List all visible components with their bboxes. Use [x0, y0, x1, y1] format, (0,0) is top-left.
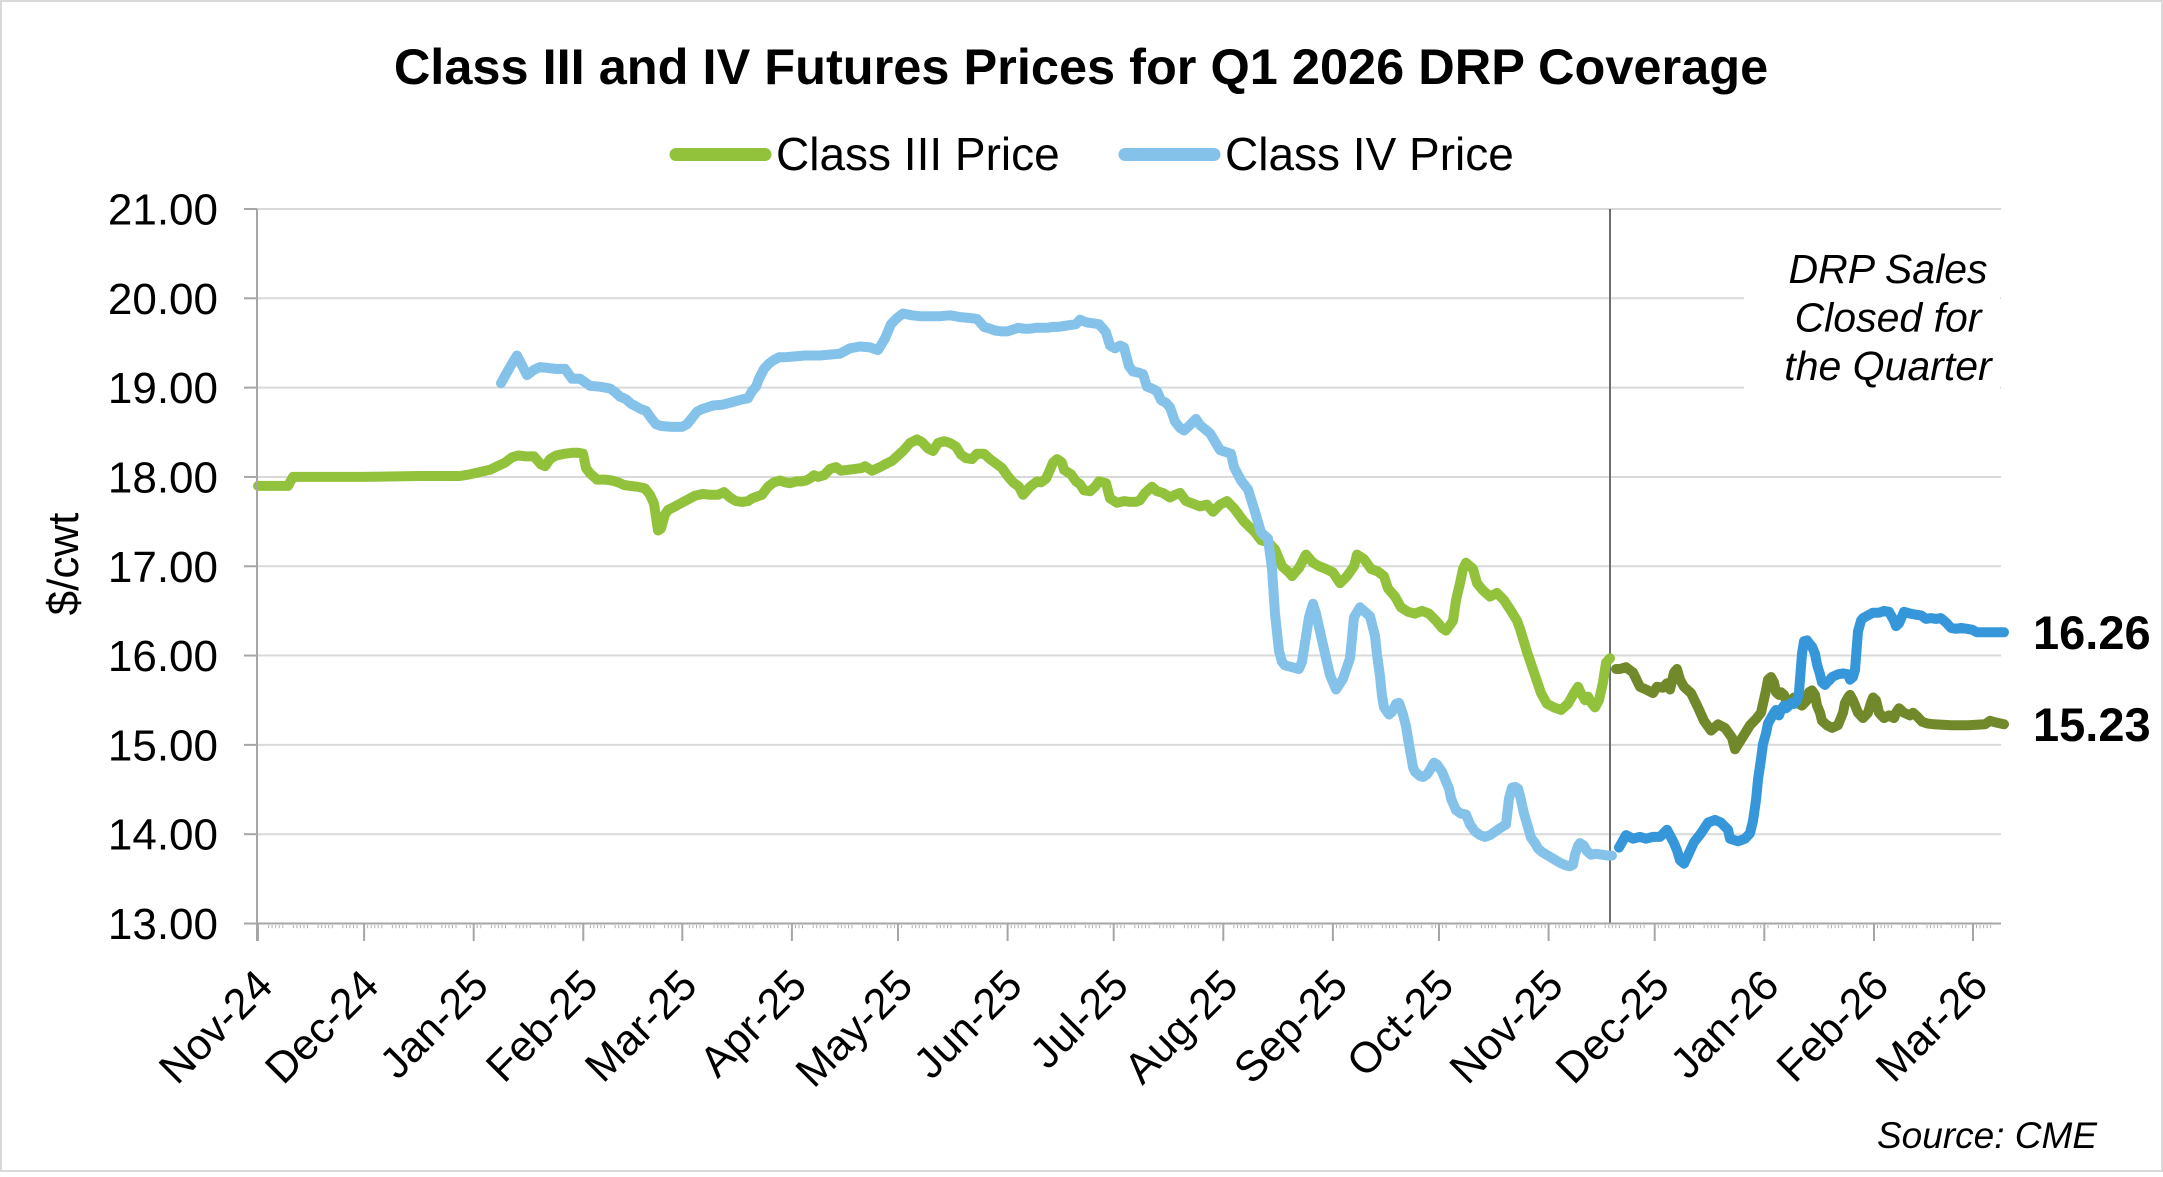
svg-text:16.26: 16.26 — [2033, 606, 2151, 659]
svg-text:20.00: 20.00 — [108, 275, 218, 324]
svg-text:DRP Sales: DRP Sales — [1789, 246, 1988, 292]
svg-text:21.00: 21.00 — [108, 186, 218, 235]
svg-text:15.23: 15.23 — [2033, 698, 2151, 751]
svg-text:17.00: 17.00 — [108, 543, 218, 592]
svg-text:Source: CME: Source: CME — [1877, 1115, 2098, 1156]
svg-text:Class III and IV Futures Price: Class III and IV Futures Prices for Q1 2… — [394, 38, 1768, 95]
svg-text:13.00: 13.00 — [108, 900, 218, 949]
svg-text:19.00: 19.00 — [108, 364, 218, 413]
svg-text:15.00: 15.00 — [108, 721, 218, 770]
svg-text:$/cwt: $/cwt — [39, 513, 88, 616]
svg-text:Class III Price: Class III Price — [776, 128, 1060, 180]
svg-text:Class IV Price: Class IV Price — [1225, 128, 1514, 180]
svg-text:18.00: 18.00 — [108, 453, 218, 502]
svg-text:16.00: 16.00 — [108, 632, 218, 681]
svg-text:the Quarter: the Quarter — [1784, 343, 1994, 389]
svg-text:Closed for: Closed for — [1795, 295, 1984, 341]
svg-text:14.00: 14.00 — [108, 811, 218, 860]
